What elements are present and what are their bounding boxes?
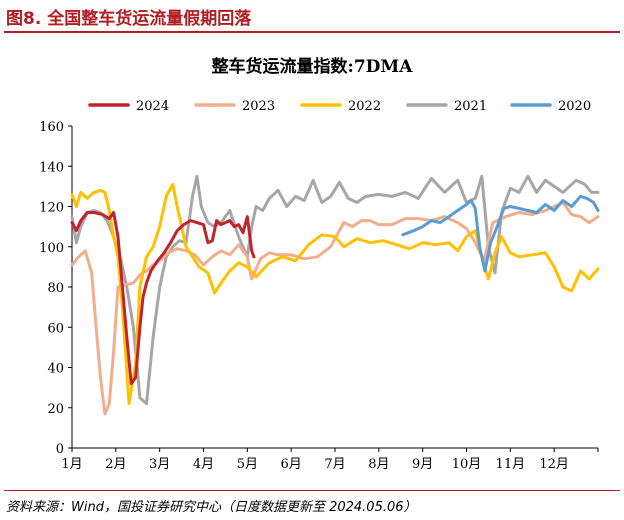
x-tick-label: 6月: [281, 457, 302, 472]
x-tick-label: 11月: [496, 457, 526, 472]
y-tick-label: 0: [56, 442, 64, 457]
x-tick-label: 8月: [368, 457, 389, 472]
y-tick-label: 40: [47, 362, 64, 377]
y-tick-label: 20: [47, 402, 64, 417]
legend-label-2022: 2022: [348, 99, 381, 114]
source-note: 资料来源：Wind，国投证券研究中心（日度数据更新至 2024.05.06）: [6, 500, 417, 515]
x-tick-label: 1月: [61, 457, 82, 472]
series-line-2024: [70, 211, 256, 386]
series-line-2023: [70, 201, 600, 416]
axes: 0 20 40 60 80 100 120 140 160 1月 2月 3月 4月 5月 6月 7月 8月 9月 1…: [39, 120, 599, 472]
y-tick-label: 160: [39, 120, 64, 135]
y-tick-label: 140: [39, 160, 64, 175]
chart-title: 整车货运流量指数:7DMA: [212, 56, 414, 77]
x-tick-label: 10月: [452, 457, 482, 472]
series-lines: [70, 174, 600, 416]
figure-header: 图8. 全国整车货运流量假期回落: [0, 0, 624, 32]
line-chart: 整车货运流量指数:7DMA 2024 2023 2022 2021 2020 0 20 40…: [39, 56, 600, 472]
x-tick-label: 2月: [105, 457, 126, 472]
y-tick-label: 100: [39, 241, 64, 256]
bottom-rule: [4, 490, 620, 491]
figure-title: 图8. 全国整车货运流量假期回落: [6, 9, 252, 29]
legend-label-2023: 2023: [242, 99, 275, 114]
legend-label-2020: 2020: [558, 99, 591, 114]
y-tick-label: 120: [39, 201, 64, 216]
x-tick-label: 5月: [237, 457, 258, 472]
series-line-2022: [70, 182, 600, 406]
series-line-2020: [401, 194, 600, 273]
x-tick-label: 3月: [149, 457, 170, 472]
x-tick-label: 9月: [412, 457, 433, 472]
y-tick-label: 80: [47, 281, 64, 296]
y-tick-label: 60: [47, 321, 64, 336]
x-tick-label: 12月: [539, 457, 569, 472]
series-line-2021: [70, 174, 600, 406]
x-tick-label: 7月: [324, 457, 345, 472]
x-tick-label: 4月: [193, 457, 214, 472]
legend-label-2024: 2024: [136, 99, 169, 114]
legend-label-2021: 2021: [454, 99, 487, 114]
top-rule: [4, 31, 620, 33]
legend: 2024 2023 2022 2021 2020: [88, 99, 591, 114]
